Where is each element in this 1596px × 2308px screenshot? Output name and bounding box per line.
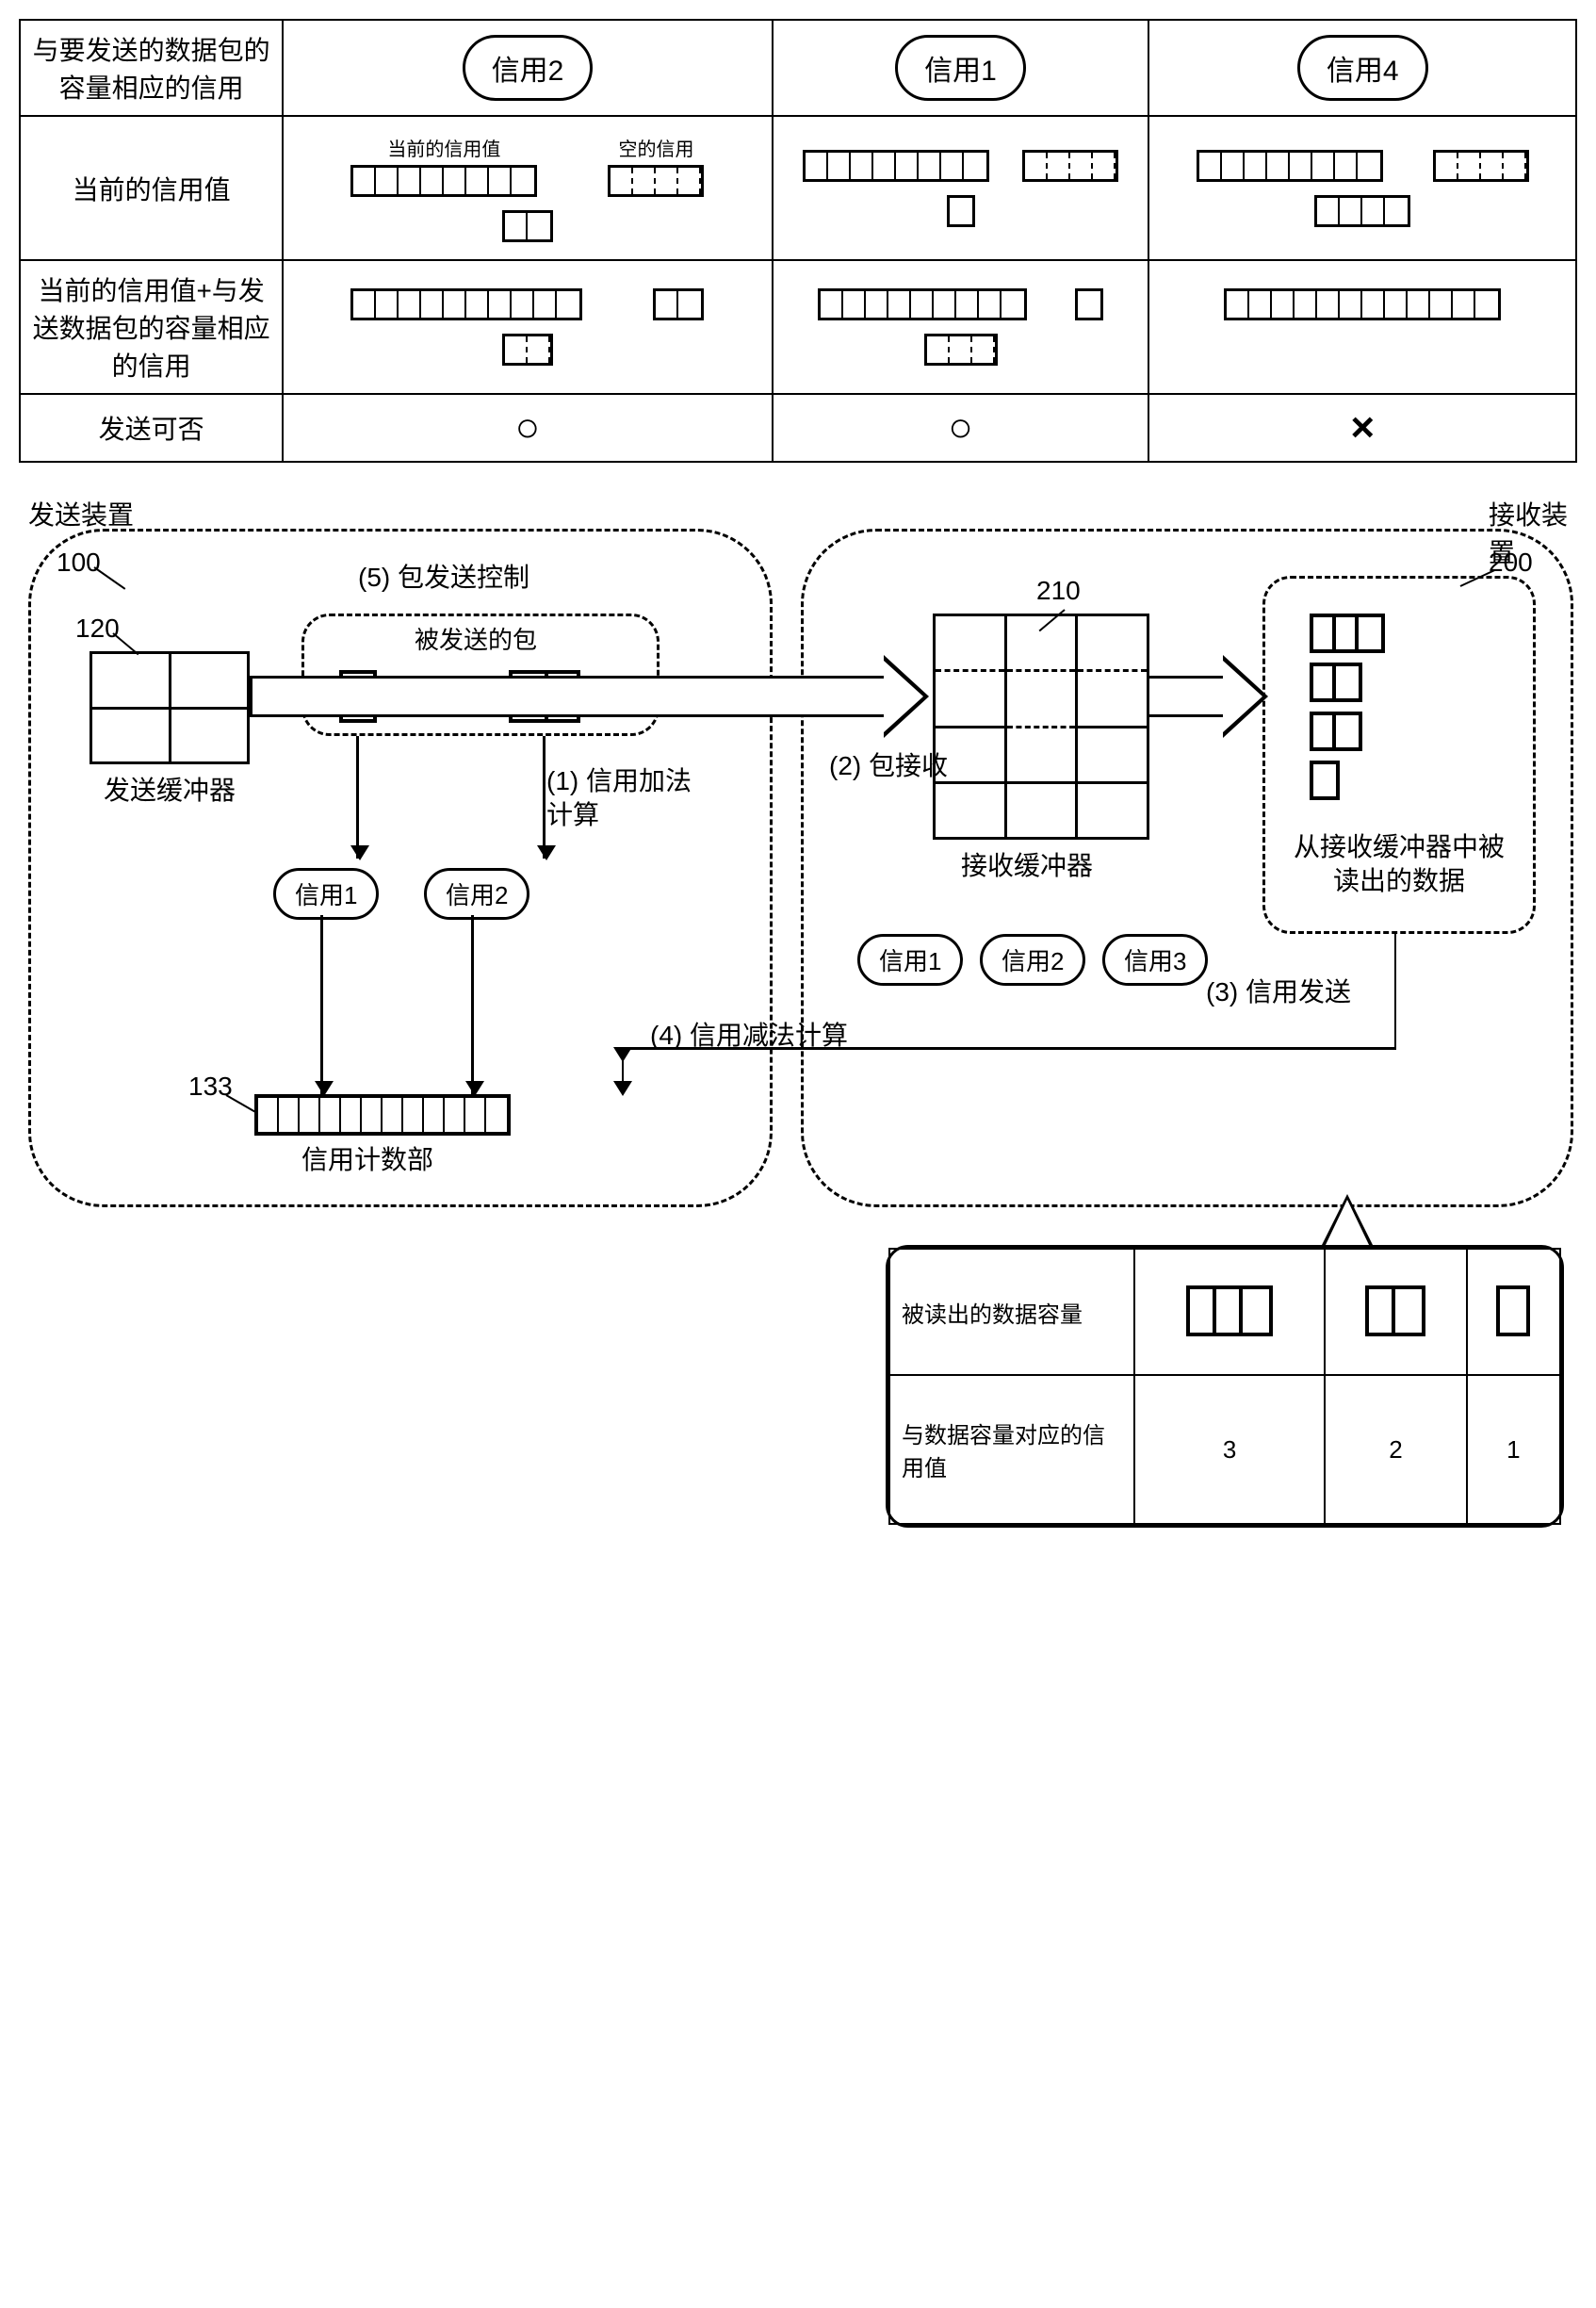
legend-row1-label: 被读出的数据容量 <box>889 1249 1134 1375</box>
packet-2 <box>947 195 975 227</box>
legend-table: 被读出的数据容量 与数据容量对应的信用值 3 2 1 <box>888 1248 1561 1525</box>
arrow-tx-to-rx-head <box>884 655 929 738</box>
tx-buffer-label: 发送缓冲器 <box>99 774 240 808</box>
arrow-tx-to-rx <box>264 676 886 717</box>
credit-counter-bar <box>254 1094 511 1136</box>
sent-packet-label: 被发送的包 <box>415 621 537 656</box>
cell-current-1: 当前的信用值 空的信用 <box>283 116 772 260</box>
mark-3: × <box>1350 404 1375 450</box>
credit-tx-2: 信用2 <box>424 868 529 920</box>
cr1-down <box>320 915 323 1094</box>
read-stack <box>1310 614 1385 800</box>
col-4: 信用4 <box>1148 20 1576 116</box>
bar-empty-2 <box>1022 150 1118 182</box>
credit-tx-1: 信用1 <box>273 868 379 920</box>
bar-after-used-1 <box>350 288 582 320</box>
credit-rx-1: 信用1 <box>857 934 963 986</box>
cell-result-1: ○ <box>283 394 772 462</box>
packet-3 <box>1314 195 1410 227</box>
col-header-oval-1: 信用2 <box>463 35 594 101</box>
read-pkt-3 <box>1310 712 1362 751</box>
credit-return-v <box>622 1047 624 1085</box>
row-header-4: 发送可否 <box>20 394 283 462</box>
send-device-ref: 100 <box>57 548 101 578</box>
arrow-rx-to-read <box>1149 676 1225 717</box>
bar-after-small-2 <box>1075 288 1103 320</box>
readout-label: 从接收缓冲器中被读出的数据 <box>1281 830 1517 899</box>
row-header-3: 当前的信用值+与发送数据包的容量相应的信用 <box>20 260 283 394</box>
credit-rx-2: 信用2 <box>980 934 1085 986</box>
cell-current-2 <box>773 116 1149 260</box>
legend-val-3: 3 <box>1134 1375 1325 1524</box>
arrow-rx-to-read-head <box>1223 655 1268 738</box>
credit-table: 与要发送的数据包的容量相应的信用 信用2 信用1 信用4 当前的信用值 当前的信… <box>19 19 1577 463</box>
legend-pkt-3 <box>1134 1249 1325 1375</box>
legend-box: 被读出的数据容量 与数据容量对应的信用值 3 2 1 <box>886 1245 1564 1528</box>
read-pkt-1 <box>1310 614 1385 653</box>
bar-after-small-1 <box>653 288 704 320</box>
pkt2-down <box>543 736 546 859</box>
cell-after-1 <box>283 260 772 394</box>
cell-result-3: × <box>1148 394 1576 462</box>
table-header-row: 与要发送的数据包的容量相应的信用 信用2 信用1 信用4 <box>20 20 1576 116</box>
cell-current-3 <box>1148 116 1576 260</box>
col-header-oval-2: 信用1 <box>895 35 1026 101</box>
legend-pkt-2 <box>1325 1249 1467 1375</box>
cr2-down <box>471 915 474 1094</box>
step-5-label: (5) 包发送控制 <box>358 557 529 595</box>
legend-row2-label: 与数据容量对应的信用值 <box>889 1375 1134 1524</box>
credit-return-head2 <box>613 1081 632 1096</box>
send-device-label: 发送装置 <box>28 495 134 532</box>
step-2-label: (2) 包接收 <box>829 745 948 783</box>
credit-rx-3: 信用3 <box>1102 934 1208 986</box>
tx-buffer <box>90 651 250 764</box>
legend-val-2: 2 <box>1325 1375 1467 1524</box>
table-row-result: 发送可否 ○ ○ × <box>20 394 1576 462</box>
legend-tail <box>1319 1194 1376 1251</box>
credit-counter-label: 信用计数部 <box>301 1143 433 1177</box>
legend-pkt-1 <box>1467 1249 1560 1375</box>
cell-after-3 <box>1148 260 1576 394</box>
col-2: 信用2 <box>283 20 772 116</box>
packet-1 <box>502 210 553 242</box>
bar-empty-1 <box>608 165 704 197</box>
step-4-label: (4) 信用减法计算 <box>650 1015 848 1053</box>
bar-after-empty-1 <box>502 334 553 366</box>
flow-diagram: 发送装置 100 接收装置 200 发送缓冲器 120 被发送的包 (5) 包发… <box>19 491 1577 1603</box>
mark-1: ○ <box>515 404 541 450</box>
step-1-label: (1) 信用加法计算 <box>546 764 716 833</box>
table-row-after: 当前的信用值+与发送数据包的容量相应的信用 <box>20 260 1576 394</box>
row-header-1: 与要发送的数据包的容量相应的信用 <box>20 20 283 116</box>
read-pkt-2 <box>1310 663 1362 702</box>
rx-buffer-label: 接收缓冲器 <box>961 849 1093 883</box>
credit-counter-ref: 133 <box>188 1072 233 1102</box>
pkt1-down <box>356 736 359 859</box>
mark-2: ○ <box>948 404 973 450</box>
tx-buffer-ref: 120 <box>75 614 120 644</box>
col-3: 信用1 <box>773 20 1149 116</box>
bar-empty-3 <box>1433 150 1529 182</box>
rx-buffer-ref: 210 <box>1036 576 1081 606</box>
row-header-2: 当前的信用值 <box>20 116 283 260</box>
bar-after-empty-2 <box>924 334 998 366</box>
col-header-oval-3: 信用4 <box>1297 35 1428 101</box>
table-row-current: 当前的信用值 当前的信用值 空的信用 <box>20 116 1576 260</box>
label-empty-credit: 空的信用 <box>618 134 693 161</box>
read-pkt-4 <box>1310 761 1340 800</box>
readout-down <box>1394 934 1396 1047</box>
recv-device-ref: 200 <box>1489 548 1533 578</box>
bar-used-3 <box>1197 150 1383 182</box>
bar-used-1 <box>350 165 537 197</box>
cell-after-2 <box>773 260 1149 394</box>
bar-used-2 <box>803 150 989 182</box>
credit-counter <box>254 1094 511 1137</box>
cell-result-2: ○ <box>773 394 1149 462</box>
rx-buffer <box>933 614 1149 840</box>
label-current-credit: 当前的信用值 <box>387 134 500 161</box>
legend-val-1: 1 <box>1467 1375 1560 1524</box>
bar-after-used-2 <box>818 288 1027 320</box>
step-3-label: (3) 信用发送 <box>1206 972 1351 1009</box>
bar-after-used-3 <box>1224 288 1501 320</box>
